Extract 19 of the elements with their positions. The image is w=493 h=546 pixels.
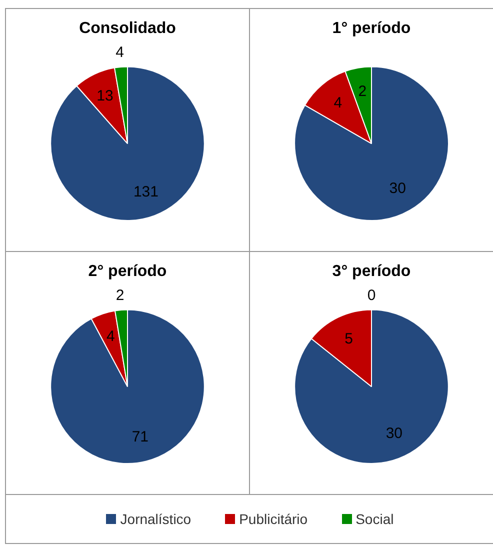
data-label: 4 — [334, 94, 342, 112]
legend-label: Jornalístico — [120, 511, 192, 527]
chart-title: 2° período — [88, 263, 167, 280]
legend-label: Social — [356, 511, 394, 527]
data-label: 13 — [96, 88, 114, 105]
data-label: 71 — [132, 428, 149, 446]
data-label: 4 — [116, 44, 124, 62]
data-label: 30 — [389, 180, 406, 198]
data-label: 4 — [106, 328, 115, 346]
data-label: 2 — [116, 287, 124, 304]
data-label: 131 — [133, 184, 158, 201]
legend-label: Publicitário — [239, 511, 308, 527]
data-label: 5 — [344, 330, 353, 348]
text: 0 — [367, 286, 376, 304]
data-label: 30 — [386, 424, 403, 442]
chart-title: 1° período — [332, 20, 411, 38]
chart-title: 3° período — [332, 263, 411, 280]
data-label: 2 — [358, 83, 367, 100]
chart-title: Consolidado — [79, 20, 176, 38]
